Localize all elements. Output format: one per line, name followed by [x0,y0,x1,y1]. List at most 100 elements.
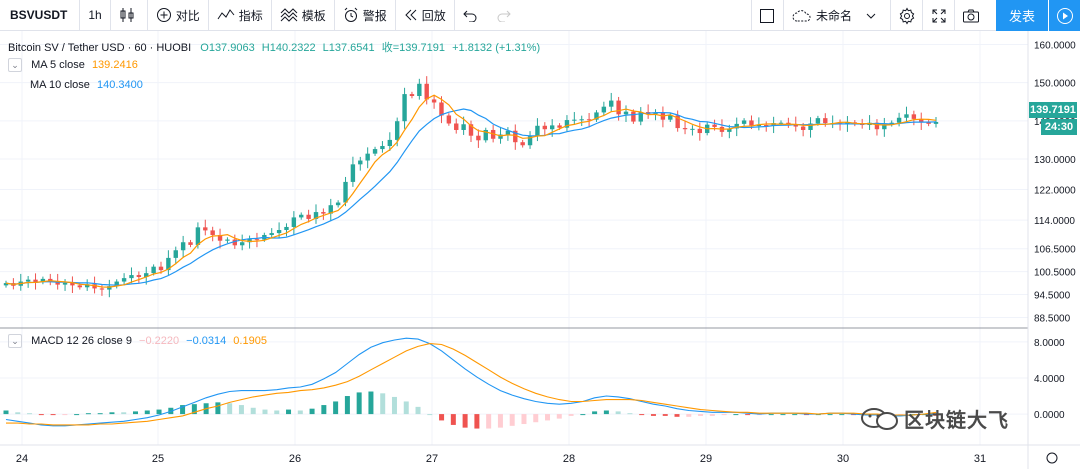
candle-body [476,135,481,141]
histogram-bar [191,404,197,415]
compare-button[interactable]: 对比 [148,0,209,31]
histogram-bar [74,414,80,416]
ma5-legend[interactable]: ⌄ MA 5 close 139.2416 [8,58,138,72]
templates-button[interactable]: 模板 [272,0,335,31]
candle-body [564,120,570,128]
histogram-bar [933,414,939,416]
histogram-bar [121,412,127,415]
symbol-title: Bitcoin SV / Tether USD · 60 · HUOBI [8,42,192,54]
ma10-line [5,108,937,286]
top-toolbar: BSVUSDT 1h 对比 指标 模板 警报 回放 未命名 [0,0,1080,31]
candle-body [239,242,245,246]
histogram-bar [368,391,374,415]
redo-button[interactable] [489,0,523,31]
candle-body [77,285,83,288]
wechat-logo-icon [861,407,898,430]
candle-body [594,112,599,120]
candle-body [284,226,289,231]
macd-legend[interactable]: ⌄ MACD 12 26 close 9 −0.2220 −0.0314 0.1… [8,334,267,348]
replay-button[interactable]: 回放 [396,0,455,31]
histogram-bar [474,414,480,429]
candle-body [446,115,452,124]
histogram-bar [650,414,656,416]
interval-button[interactable]: 1h [80,0,111,31]
fullscreen-button[interactable] [922,0,954,31]
candles-icon [120,8,134,22]
collapse-chevron-icon[interactable]: ⌄ [8,58,22,72]
price-tick-label: 150.0000 [1034,79,1076,90]
price-tick-label: 94.5000 [1034,291,1071,302]
ma5-line [5,94,937,288]
undo-button[interactable] [455,0,489,31]
candle-body [527,136,533,146]
histogram-bar [274,410,280,415]
axis-settings-button[interactable] [1046,452,1058,464]
candle-body [217,234,223,241]
price-tick-label: 114.0000 [1034,216,1075,227]
fullscreen-toggle-button[interactable] [750,0,783,31]
symbol-search-button[interactable]: BSVUSDT [0,0,81,31]
histogram-bar [580,414,586,416]
candle-body [313,212,319,219]
candle-body [92,284,97,289]
histogram-bar [391,396,397,415]
ma5-value: 139.2416 [91,58,138,71]
candle-body [896,117,902,123]
publish-button[interactable]: 发表 [996,0,1048,31]
settings-button[interactable] [890,0,922,31]
candle-body [675,115,680,129]
ma10-legend[interactable]: MA 10 close 140.3400 [30,79,143,91]
price-axis[interactable]: 160.0000150.0000140.0000130.0000122.0000… [1034,40,1076,324]
rewind-icon [405,9,417,21]
alert-button[interactable]: 警报 [335,0,396,31]
candle-body [365,153,370,161]
play-button[interactable] [1048,0,1080,31]
chevron-down-icon [866,13,876,19]
collapse-chevron-icon[interactable]: ⌄ [8,334,22,348]
histogram-bar [38,414,44,416]
candle-body [505,130,511,135]
macd-signal-line [6,343,937,426]
time-axis[interactable]: 24 25 26 27 28 29 30 31 [16,453,986,465]
histogram-bar [215,402,221,415]
histogram-bar [698,414,704,416]
close-value: 收=139.7191 [381,42,446,54]
macd-signal-value: 0.1905 [233,334,267,347]
play-circle-icon [1056,7,1073,24]
candle-body [498,134,503,139]
candle-body [520,142,525,146]
candle-body [461,124,466,130]
snapshot-button[interactable] [954,0,986,31]
chart-type-button[interactable] [111,0,148,31]
candle-body [882,124,887,130]
histogram-bar [62,414,68,416]
histogram-bar [15,412,21,415]
change-value: +1.8132 (+1.31%) [452,42,541,54]
candle-body [33,279,38,282]
histogram-bar [521,414,527,425]
histogram-bar [3,410,9,415]
high-value: H140.2322 [261,42,316,54]
indicators-button[interactable]: 指标 [209,0,272,31]
candle-body [926,122,931,124]
layout-name-button[interactable]: 未命名 [782,0,890,31]
macd-axis[interactable]: 8.0000 4.0000 0.0000 [1034,338,1065,421]
histogram-bar [97,413,103,415]
candle-body [756,125,762,127]
histogram-bar [662,414,668,416]
histogram-bar [603,410,609,415]
candle-body [542,125,548,130]
candle-body [609,100,614,107]
candle-body [579,119,584,121]
candle-body [800,126,806,130]
layout-name-label: 未命名 [815,9,852,23]
candle-body [394,121,400,140]
histogram-bar [333,401,339,415]
candle-body [358,160,363,165]
candle-body [166,257,171,271]
candle-body [84,284,90,288]
histogram-bar [686,414,692,417]
price-tick-label: 122.0000 [1034,186,1076,197]
price-chart[interactable]: 160.0000150.0000140.0000130.0000122.0000… [0,31,1080,469]
